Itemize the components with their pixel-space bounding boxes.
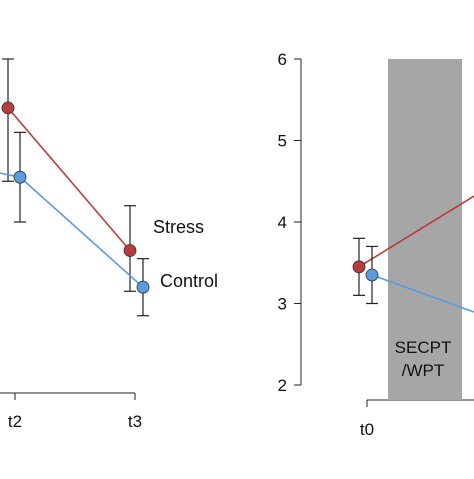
left-point-control <box>13 170 27 184</box>
left-point-stress <box>1 101 15 115</box>
right-y-tick-label: 4 <box>278 213 287 232</box>
left-x-tick-label: t2 <box>8 412 22 431</box>
left-series-label-stress: Stress <box>153 217 204 237</box>
right-series-line-stress <box>358 195 474 268</box>
right-point-stress <box>352 260 366 274</box>
shaded-region-label: /WPT <box>402 361 445 380</box>
shaded-region-label: SECPT <box>395 338 452 357</box>
right-y-tick-label: 2 <box>278 376 287 395</box>
left-x-tick-label: t3 <box>128 412 142 431</box>
right-series-line-control <box>371 274 474 313</box>
left-series-label-control: Control <box>160 271 218 291</box>
right-x-tick-label: t0 <box>360 420 374 439</box>
left-point-control <box>136 280 150 294</box>
left-series-line-stress <box>7 107 131 252</box>
right-y-tick-label: 3 <box>278 295 287 314</box>
left-point-stress <box>123 244 137 257</box>
right-y-tick-label: 6 <box>278 50 287 69</box>
right-y-tick-label: 5 <box>278 132 287 151</box>
right-point-control <box>365 268 379 282</box>
shaded-region <box>388 59 462 400</box>
left-series-line-control <box>0 172 144 288</box>
